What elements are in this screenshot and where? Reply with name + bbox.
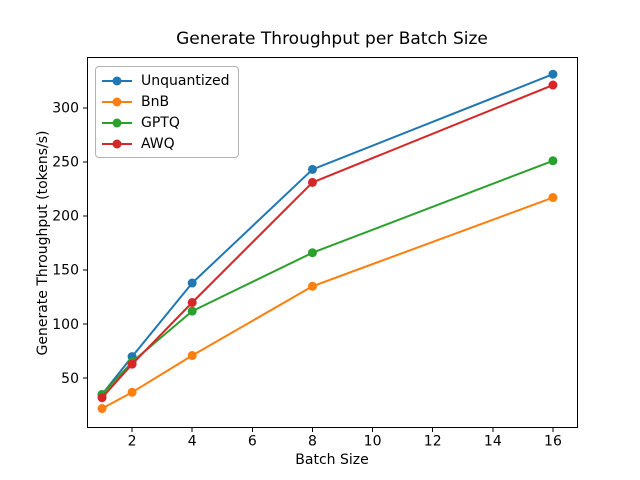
y-tick-label: 200 (52, 209, 79, 225)
marker-unquantized-x8 (307, 164, 317, 174)
chart-title: Generate Throughput per Batch Size (176, 29, 488, 49)
legend-item-gptq: GPTQ (102, 112, 230, 133)
marker-unquantized-x4 (187, 278, 197, 288)
y-tick-label: 50 (61, 371, 79, 387)
legend-line-sample (102, 139, 132, 148)
x-axis-label: Batch Size (295, 452, 369, 468)
marker-bnb-x2 (127, 387, 137, 397)
marker-awq-x1 (97, 393, 107, 403)
marker-awq-x4 (187, 298, 197, 308)
y-tick-label: 300 (52, 100, 79, 116)
legend-label: AWQ (141, 135, 175, 152)
legend-line-sample (102, 118, 132, 127)
x-tick-label: 12 (424, 434, 442, 450)
marker-gptq-x16 (548, 156, 558, 166)
legend-line-sample (102, 76, 132, 85)
marker-awq-x16 (548, 80, 558, 90)
y-tick-label: 250 (52, 154, 79, 170)
marker-awq-x8 (307, 177, 317, 187)
marker-bnb-x16 (548, 193, 558, 203)
marker-awq-x2 (127, 359, 137, 369)
x-tick-label: 14 (484, 434, 502, 450)
marker-gptq-x4 (187, 306, 197, 316)
legend-item-bnb: BnB (102, 91, 230, 112)
x-tick-label: 4 (188, 434, 197, 450)
legend-label: BnB (141, 93, 170, 110)
x-tick-label: 16 (544, 434, 562, 450)
marker-bnb-x8 (307, 281, 317, 291)
x-tick-label: 6 (248, 434, 257, 450)
axes-frame (87, 57, 578, 428)
x-tick-label: 10 (364, 434, 382, 450)
y-tick-label: 150 (52, 263, 79, 279)
series-line-bnb (101, 196, 554, 410)
y-tick-label: 100 (52, 317, 79, 333)
legend-line-sample (102, 97, 132, 106)
marker-bnb-x1 (97, 404, 107, 414)
marker-unquantized-x16 (548, 69, 558, 79)
series-line-gptq (101, 159, 554, 396)
x-tick-label: 8 (308, 434, 317, 450)
legend-item-unquantized: Unquantized (102, 70, 230, 91)
x-tick-label: 2 (128, 434, 137, 450)
legend-label: GPTQ (141, 114, 180, 131)
marker-bnb-x4 (187, 351, 197, 361)
legend: Unquantized BnB GPTQ AWQ (95, 66, 239, 158)
legend-label: Unquantized (141, 72, 230, 89)
marker-gptq-x8 (307, 248, 317, 258)
legend-item-awq: AWQ (102, 133, 230, 154)
